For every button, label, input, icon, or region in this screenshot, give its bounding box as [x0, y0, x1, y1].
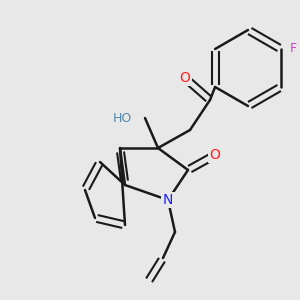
Text: O: O — [180, 71, 190, 85]
Text: O: O — [210, 148, 220, 162]
Text: HO: HO — [112, 112, 132, 124]
Text: N: N — [163, 193, 173, 207]
Text: F: F — [289, 43, 296, 56]
